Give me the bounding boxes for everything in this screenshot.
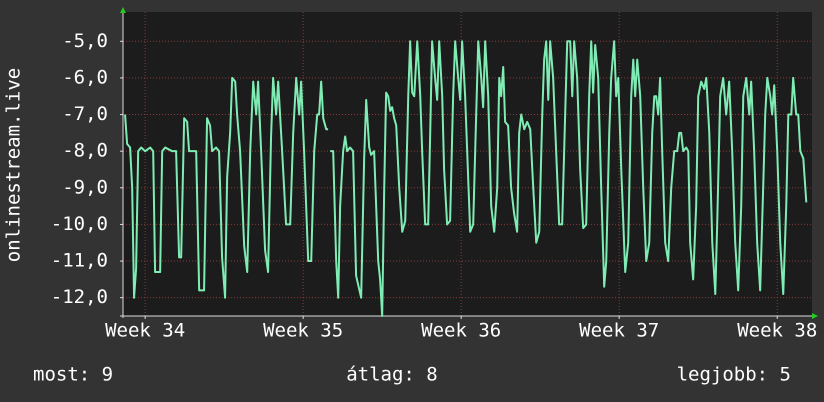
y-axis-arrow	[120, 7, 126, 13]
y-tick-label: -6,0	[62, 66, 108, 88]
y-tick-label: -7,0	[62, 103, 108, 125]
y-tick-label: -12,0	[51, 286, 108, 308]
y-tick-label: -11,0	[51, 250, 108, 272]
y-tick-label: -5,0	[62, 30, 108, 52]
x-tick-label: Week 37	[579, 320, 659, 342]
x-tick-label: Week 38	[737, 320, 817, 342]
x-axis-arrow	[812, 313, 818, 319]
x-tick-label: Week 36	[421, 320, 501, 342]
x-tick-label: Week 35	[263, 320, 343, 342]
y-axis-label: onlinestream.live	[3, 68, 25, 262]
y-tick-label: -9,0	[62, 176, 108, 198]
y-tick-label: -8,0	[62, 140, 108, 162]
data-line	[124, 40, 808, 317]
y-tick-label: -10,0	[51, 213, 108, 235]
stat-current: most: 9	[33, 364, 113, 386]
stat-average: átlag: 8	[346, 364, 438, 386]
stat-best: legjobb: 5	[677, 364, 791, 386]
x-tick-label: Week 34	[105, 320, 185, 342]
